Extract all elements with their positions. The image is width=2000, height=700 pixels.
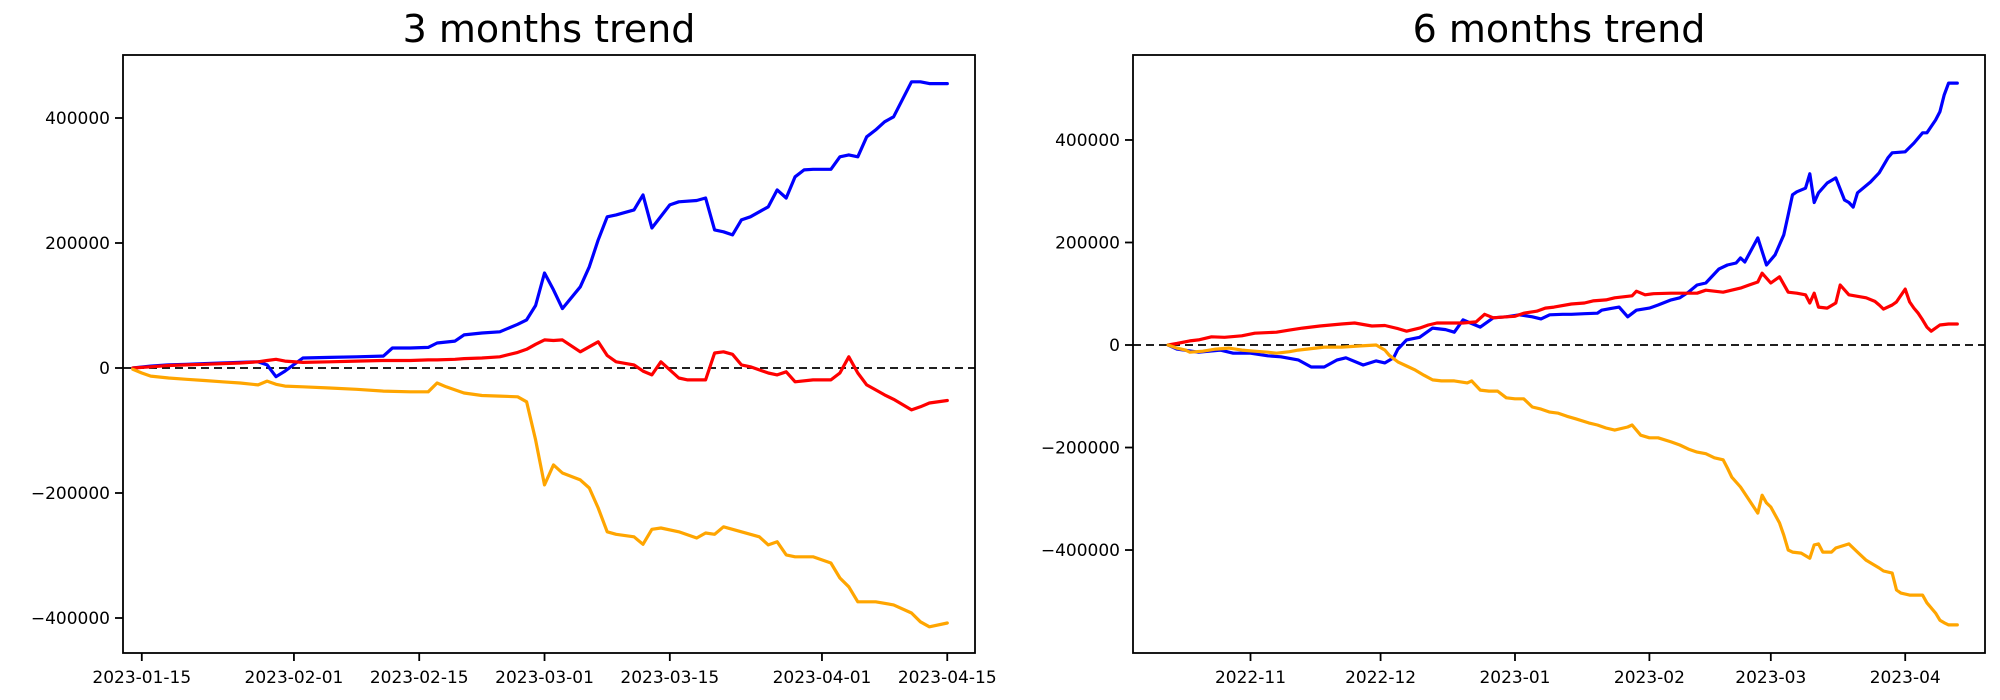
orange-series-line: [1166, 343, 1959, 627]
red-series-line: [1166, 271, 1959, 347]
y-tick-label: 200000: [45, 234, 110, 254]
y-tick-label: −200000: [1041, 439, 1120, 459]
y-tick-label: 400000: [45, 109, 110, 129]
y-tick-label: −400000: [1041, 541, 1120, 561]
orange-series-line: [131, 367, 949, 629]
red-series-line: [131, 338, 949, 412]
x-tick-label: 2023-03-01: [495, 668, 594, 688]
y-tick-label: 0: [99, 359, 110, 379]
left-chart-title: 3 months trend: [403, 7, 696, 51]
chart-1: 2022-11 2022-12 2023-01 2023-02 2023-03 2023-…: [1041, 54, 1986, 688]
axes-box: [1132, 54, 1986, 654]
x-tick-label: 2022-12: [1345, 668, 1416, 688]
x-tick-label: 2023-02-15: [370, 668, 469, 688]
x-tick-label: 2023-01: [1479, 668, 1550, 688]
x-tick-label: 2023-04-01: [773, 668, 872, 688]
y-tick-label: 400000: [1055, 131, 1120, 151]
x-tick-label: 2023-01-15: [92, 668, 191, 688]
x-tick-label: 2023-04: [1870, 668, 1941, 688]
y-tick-label: −400000: [31, 609, 110, 629]
x-tick-label: 2023-03: [1735, 668, 1806, 688]
y-tick-label: 200000: [1055, 233, 1120, 253]
x-tick-label: 2023-02-01: [245, 668, 344, 688]
y-tick-label: −200000: [31, 484, 110, 504]
y-tick-label: 0: [1109, 336, 1120, 356]
chart-0: 2023-01-15 2023-02-01 2023-02-15 2023-03-01…: [31, 54, 997, 688]
x-tick-label: 2023-04-15: [898, 668, 997, 688]
blue-series-line: [1166, 81, 1959, 369]
x-tick-label: 2023-02: [1614, 668, 1685, 688]
plots-layer: 2023-01-15 2023-02-01 2023-02-15 2023-03-01…: [31, 54, 1986, 688]
x-tick-label: 2022-11: [1215, 668, 1286, 688]
x-tick-label: 2023-03-15: [620, 668, 719, 688]
right-chart-title: 6 months trend: [1413, 7, 1706, 51]
axes-box: [122, 54, 976, 654]
blue-series-line: [131, 80, 949, 379]
